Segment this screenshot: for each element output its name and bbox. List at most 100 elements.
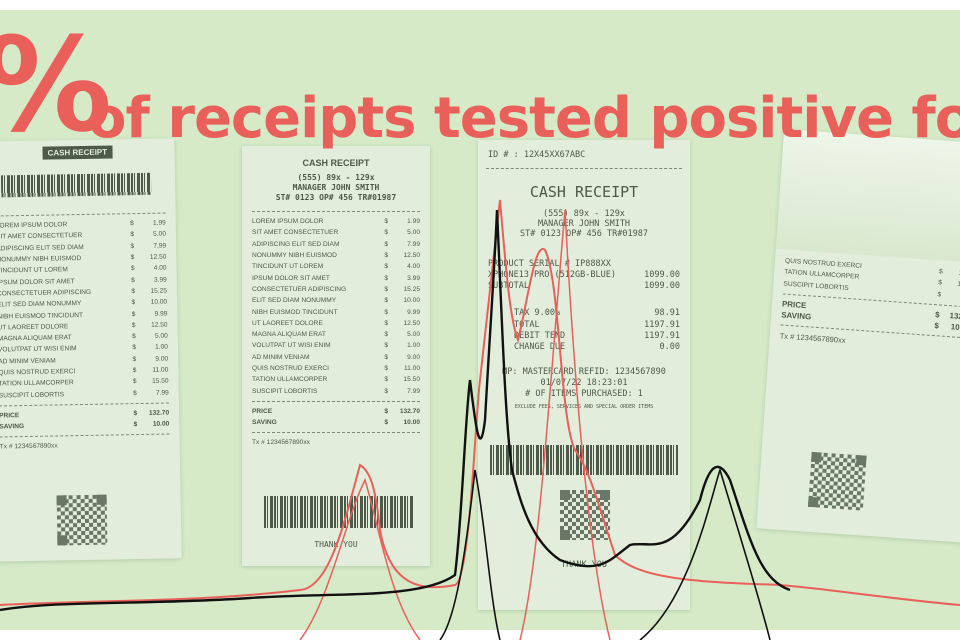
item-row: MAGNA ALIQUAM ERAT $5.00 (252, 329, 420, 340)
amount: 1197.91 (644, 330, 680, 341)
amount-row: CHANGE DUE 0.00 (514, 341, 680, 352)
currency: $ (384, 319, 388, 327)
spectrum-line (439, 467, 771, 640)
currency: $ (384, 229, 388, 237)
item-name: SAVING (252, 419, 277, 427)
item-price: 7.99 (407, 387, 420, 395)
amount-name: CHANGE DUE (514, 342, 566, 353)
item-price: 5.00 (407, 331, 420, 339)
currency: $ (384, 407, 388, 415)
item-row: IPSUM DOLOR SIT AMET $3.99 (252, 272, 420, 283)
text-line: ST# 0123 OP# 456 TR#01987 (275, 193, 397, 202)
item-row: PRICE $132.70 (252, 406, 420, 417)
item-name: AD MINIM VENIAM (252, 353, 310, 361)
receipt-body: LOREM IPSUM DOLOR $1.99 SIT AMET CONSECTET… (252, 211, 420, 446)
spectrum-line (0, 209, 791, 612)
receipt: CASH RECEIPT (555) 89x - 129x MANAGER JOH… (242, 146, 430, 566)
text-line: 01/07/22 18:23:01 (540, 377, 628, 388)
item-price: 7.99 (407, 240, 420, 248)
text-line: # OF ITEMS PURCHASED: 1 (525, 388, 643, 399)
amount: 98.91 (654, 308, 680, 319)
item-name: SUSCIPIT LOBORTIS (252, 387, 318, 395)
barcode (264, 496, 414, 528)
item-row: ELIT SED DIAM NONUMMY $10.00 (252, 295, 420, 306)
currency: $ (384, 218, 388, 226)
item-row: SAVING $10.00 (252, 417, 420, 428)
receipt-title: CASH RECEIPT (529, 183, 639, 201)
item-row: TINCIDUNT UT LOREM $4.00 (252, 261, 420, 272)
amount-name: TAX 9.00% (514, 308, 561, 319)
item-price: 3.99 (407, 274, 420, 282)
text-line: (555) 89x - 129x (297, 173, 375, 182)
receipt-title: CASH RECEIPT (302, 158, 370, 168)
item-price: 12.50 (403, 252, 420, 260)
item-price: 1.99 (407, 218, 420, 226)
item-price: 9.99 (407, 308, 420, 316)
item-row: NIBH EUISMOD TINCIDUNT $9.99 (252, 306, 420, 317)
receipt-header: (555) 89x - 129x MANAGER JOHN SMITH ST# 01… (478, 209, 690, 239)
currency: $ (384, 365, 388, 372)
item-name: IPSUM DOLOR SIT AMET (252, 274, 330, 282)
item-name: UT LAOREET DOLORE (252, 319, 323, 327)
text-line: ST# 0123 OP# 456 TR#01987 (520, 229, 648, 239)
currency: $ (384, 419, 388, 427)
amount-row: TOTAL 1197.91 (514, 319, 680, 330)
item-name: MAGNA ALIQUAM ERAT (252, 331, 326, 339)
item-name: NONUMMY NIBH EUISMOD (252, 252, 337, 260)
item-name: PRICE (252, 407, 273, 415)
divider (252, 400, 420, 402)
item-row: TATION ULLAMCORPER $15.50 (252, 374, 420, 385)
text-line: (555) 89x - 129x (543, 209, 625, 219)
payment: MP: MASTERCARD REFID: 1234567890 01/07/22… (488, 367, 680, 400)
item-name: ELIT SED DIAM NONUMMY (252, 297, 337, 305)
amount: 1197.91 (644, 319, 680, 330)
amount-row: DEBIT TEND 1197.91 (514, 330, 680, 341)
item-row: QUIS NOSTRUD EXERCI $11.00 (252, 363, 420, 374)
currency: $ (384, 285, 388, 293)
currency: $ (384, 263, 388, 271)
receipt: ID # : 12X45XX67ABC CASH RECEIPT (555) 8… (478, 140, 690, 610)
item-name: VOLUTPAT UT WISI ENIM (252, 342, 331, 350)
item-row: AD MINIM VENIAM $9.00 (252, 352, 420, 363)
headline-symbol: % (0, 20, 112, 150)
note: EXCLUDE FEES, SERVICES AND SPECIAL ORDER… (514, 403, 654, 410)
item-price: 11.00 (403, 365, 420, 372)
item-price: 15.50 (403, 376, 420, 384)
spectrum-line (0, 199, 960, 606)
currency: $ (384, 353, 388, 361)
item-price: 4.00 (407, 263, 420, 271)
receipt-id: ID # : 12X45XX67ABC (488, 150, 586, 160)
amount: 0.00 (659, 342, 680, 353)
item-name: TATION ULLAMCORPER (252, 376, 328, 384)
item-name: TINCIDUNT UT LOREM (252, 263, 324, 271)
item-row: SIT AMET CONSECTETUER $5.00 (252, 227, 420, 238)
item-row: NONUMMY NIBH EUISMOD $12.50 (252, 250, 420, 261)
amount-row: TAX 9.00% 98.91 (514, 308, 680, 319)
headline: of receipts tested positive for to (88, 86, 960, 151)
item-price: 15.25 (403, 285, 420, 293)
item-price: 9.00 (407, 353, 420, 361)
amount: 1099.00 (644, 269, 680, 280)
divider (252, 432, 420, 434)
amount-name: TOTAL (514, 319, 540, 330)
currency: $ (384, 274, 388, 282)
item-row: VOLUTPAT UT WISI ENIM $1.00 (252, 340, 420, 351)
currency: $ (384, 387, 388, 395)
amount: 1099.00 (644, 280, 680, 291)
item-name: QUIS NOSTRUD EXERCI (252, 365, 329, 372)
item-name: ADIPISCING ELIT SED DIAM (252, 240, 340, 248)
item-name: LOREM IPSUM DOLOR (252, 218, 324, 226)
item-row: SUSCIPIT LOBORTIS $7.99 (252, 385, 420, 396)
currency: $ (384, 252, 388, 260)
currency: $ (384, 376, 388, 384)
transaction: Tx # 1234567890xx (252, 439, 310, 447)
divider (252, 211, 420, 212)
item-row: UT LAOREET DOLORE $12.50 (252, 318, 420, 329)
item-price: 10.00 (403, 419, 420, 427)
item-price: 132.70 (399, 407, 420, 415)
text-line: MP: MASTERCARD REFID: 1234567890 (502, 366, 666, 377)
item-price: 1.00 (407, 342, 420, 350)
currency: $ (384, 297, 388, 305)
